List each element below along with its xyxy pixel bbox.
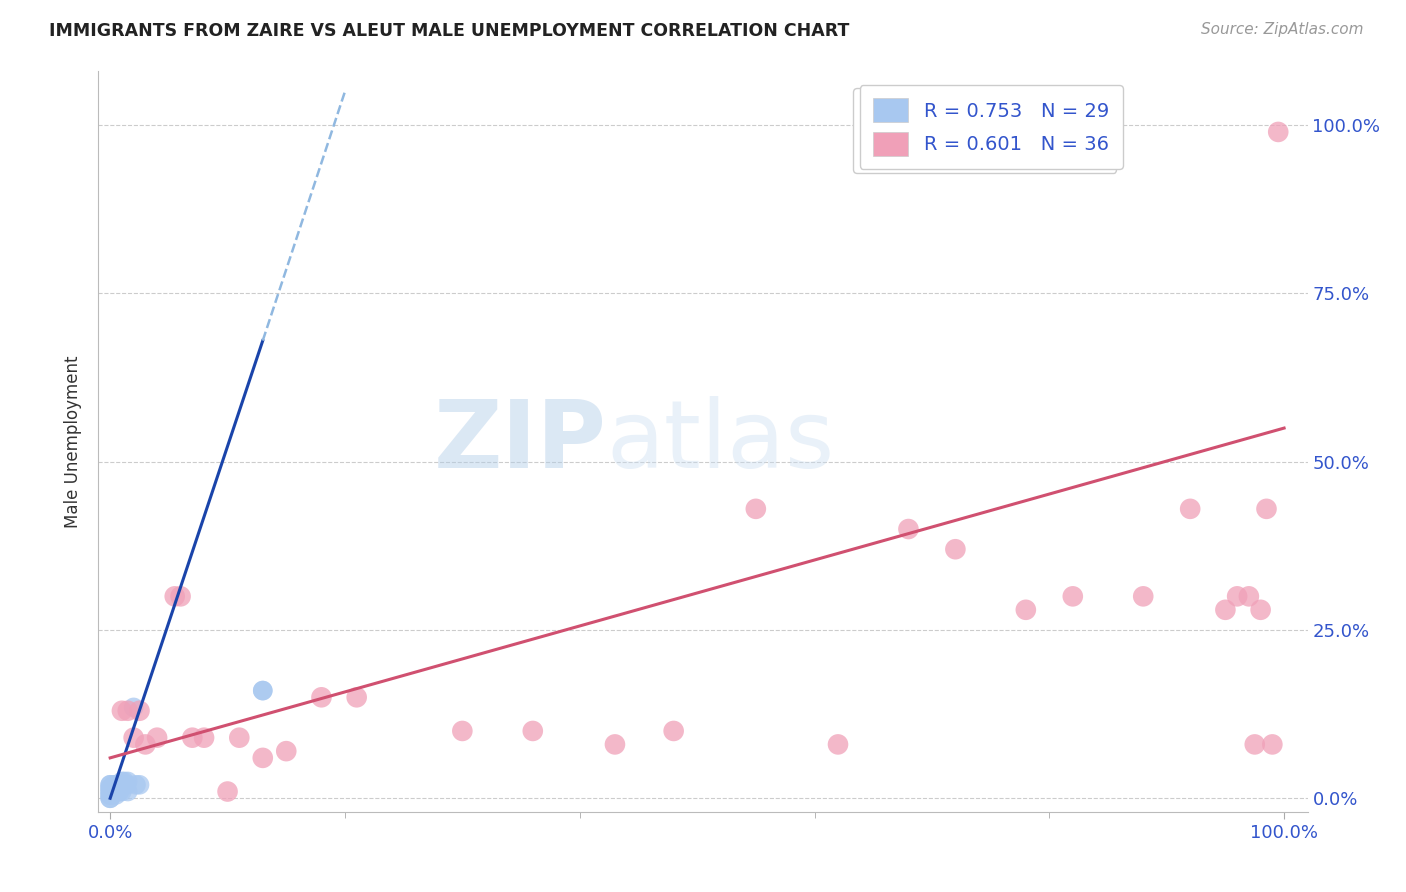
Point [105, 778, 128, 792]
Point [1267, 125, 1289, 139]
Point [134, 738, 156, 752]
Point [98, 778, 121, 792]
Point [98, 778, 121, 792]
Point [163, 590, 186, 604]
Point [111, 774, 134, 789]
Point [1237, 590, 1260, 604]
Point [98, 784, 121, 798]
Point [451, 723, 474, 738]
Point [108, 784, 131, 798]
Point [1215, 603, 1237, 617]
Point [745, 501, 768, 516]
Point [252, 683, 274, 698]
Point [122, 700, 145, 714]
Point [98, 781, 121, 796]
Point [217, 784, 239, 798]
Point [105, 788, 128, 802]
Point [98, 781, 121, 796]
Point [103, 778, 125, 792]
Point [117, 784, 139, 798]
Point [98, 791, 121, 805]
Point [1250, 603, 1272, 617]
Point [1226, 590, 1249, 604]
Point [125, 778, 148, 792]
Point [128, 704, 150, 718]
Point [112, 774, 135, 789]
Point [522, 723, 544, 738]
Point [98, 784, 121, 798]
Point [1256, 501, 1278, 516]
Point [827, 738, 849, 752]
Text: IMMIGRANTS FROM ZAIRE VS ALEUT MALE UNEMPLOYMENT CORRELATION CHART: IMMIGRANTS FROM ZAIRE VS ALEUT MALE UNEM… [49, 22, 849, 40]
Point [1243, 738, 1265, 752]
Point [98, 791, 121, 805]
Point [146, 731, 169, 745]
Point [117, 704, 139, 718]
Point [1261, 738, 1284, 752]
Point [228, 731, 250, 745]
Point [276, 744, 298, 758]
Point [1062, 590, 1084, 604]
Point [169, 590, 191, 604]
Point [117, 774, 139, 789]
Point [181, 731, 204, 745]
Point [662, 723, 685, 738]
Point [252, 683, 274, 698]
Point [346, 690, 368, 705]
Point [111, 704, 134, 718]
Point [98, 788, 121, 802]
Point [1015, 603, 1038, 617]
Text: ZIP: ZIP [433, 395, 606, 488]
Point [945, 542, 967, 557]
Point [107, 781, 129, 796]
Point [122, 731, 145, 745]
Point [111, 784, 134, 798]
Legend: R = 0.753   N = 29, R = 0.601   N = 36: R = 0.753 N = 29, R = 0.601 N = 36 [859, 85, 1122, 169]
Point [115, 778, 138, 792]
Point [193, 731, 215, 745]
Text: atlas: atlas [606, 395, 835, 488]
Point [603, 738, 626, 752]
Point [1132, 590, 1154, 604]
Point [252, 751, 274, 765]
Point [128, 778, 150, 792]
Point [897, 522, 920, 536]
Point [103, 784, 125, 798]
Point [98, 788, 121, 802]
Point [110, 778, 132, 792]
Point [1180, 501, 1202, 516]
Text: Source: ZipAtlas.com: Source: ZipAtlas.com [1201, 22, 1364, 37]
Point [311, 690, 333, 705]
Point [105, 781, 128, 796]
Y-axis label: Male Unemployment: Male Unemployment [65, 355, 83, 528]
